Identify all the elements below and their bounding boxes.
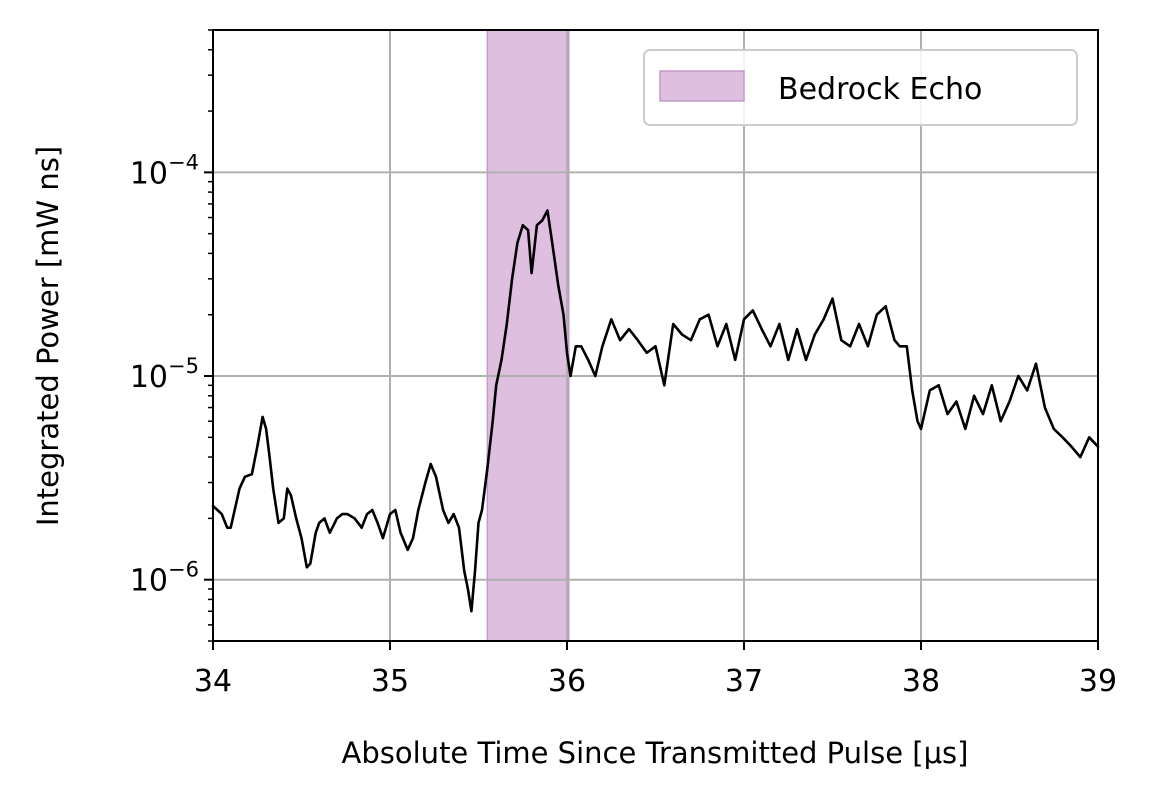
y-tick-label: 10−6 <box>130 558 199 599</box>
x-tick-label: 35 <box>371 664 409 699</box>
x-tick-label: 37 <box>725 664 763 699</box>
x-tick-label: 38 <box>902 664 940 699</box>
y-tick-label: 10−4 <box>130 150 199 191</box>
tick-layer <box>204 29 1099 650</box>
plot-background <box>213 30 1098 641</box>
x-axis-label: Absolute Time Since Transmitted Pulse [μ… <box>342 736 969 770</box>
series-line <box>211 209 1100 613</box>
y-tick-label: 10−5 <box>130 354 199 395</box>
x-tick-label: 36 <box>548 664 586 699</box>
shade-layer <box>486 29 570 642</box>
shaded-region-bedrock-echo <box>486 29 570 642</box>
legend-swatch-bedrock-echo <box>659 70 745 102</box>
legend-label-bedrock-echo: Bedrock Echo <box>778 72 982 107</box>
x-tick-label: 39 <box>1079 664 1117 699</box>
legend: Bedrock Echo <box>643 49 1078 126</box>
plot-frame <box>212 29 1099 642</box>
x-tick-label: 34 <box>194 664 232 699</box>
line-layer <box>211 209 1100 613</box>
y-axis-label: Integrated Power [mW ns] <box>31 146 65 526</box>
label-layer: 34 35 36 37 38 39 10−6 10−5 10−4 <box>130 150 1117 699</box>
legend-box <box>643 49 1078 126</box>
